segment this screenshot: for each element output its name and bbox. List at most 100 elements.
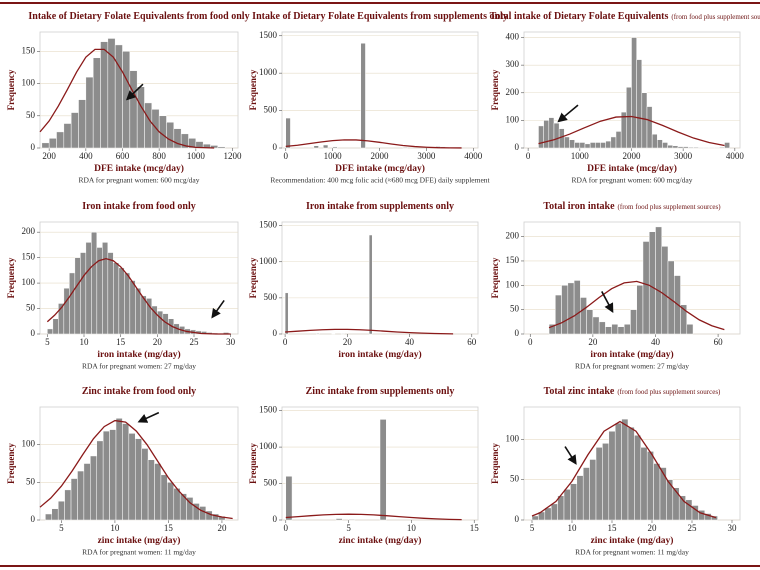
chart-title: Total intake of Dietary Folate Equivalen…: [490, 11, 760, 22]
y-tick-label: 1000: [259, 256, 278, 266]
bar: [626, 86, 632, 149]
note: RDA for pregnant women: 27 mg/day: [575, 362, 689, 371]
y-tick-label: 100: [506, 279, 520, 289]
x-tick-label: 30: [226, 337, 236, 347]
bar: [573, 280, 581, 335]
x-tick-label: 30: [728, 523, 738, 533]
bar: [96, 440, 104, 521]
y-tick-label: 1000: [259, 441, 278, 451]
bar: [77, 470, 85, 521]
arrow: [137, 411, 160, 423]
bar: [78, 99, 87, 149]
y-axis-label: Frequency: [490, 443, 500, 484]
bar: [605, 326, 612, 335]
bar: [340, 333, 345, 335]
title-text: Iron intake from food only: [82, 201, 196, 212]
bar: [617, 326, 625, 335]
x-tick-label: 1200: [224, 151, 243, 161]
panel: 0 500 1000 1500 0 20 40 60: [259, 220, 479, 347]
y-tick-label: 100: [506, 433, 520, 443]
bar: [595, 142, 601, 149]
bar: [614, 422, 622, 521]
x-tick-label: 5: [346, 523, 351, 533]
x-tick-label: 800: [152, 151, 166, 161]
x-axis-label: zinc intake (mg/day): [591, 535, 674, 546]
chart-title: Total zinc intake (from food plus supplem…: [544, 386, 721, 397]
y-tick-label: 0: [31, 328, 36, 338]
arrow: [125, 83, 144, 101]
chart-title: Zinc intake from food only: [82, 386, 196, 397]
x-tick-label: 25: [190, 337, 200, 347]
bar: [154, 463, 162, 521]
note: Recommendation: 400 mcg folic acid (≈680…: [270, 176, 490, 185]
x-tick-label: 2000: [371, 151, 390, 161]
bar: [157, 310, 164, 335]
bar: [167, 482, 175, 521]
y-axis-label: Frequency: [248, 443, 258, 484]
y-tick-label: 100: [22, 439, 36, 449]
bar: [584, 143, 591, 149]
bar: [141, 448, 149, 521]
bar: [698, 147, 705, 149]
bar: [680, 304, 688, 335]
bar: [284, 292, 289, 335]
bar: [160, 474, 168, 521]
x-tick-label: 400: [79, 151, 93, 161]
bar: [199, 506, 207, 521]
y-tick-label: 100: [22, 78, 36, 88]
x-tick-label: 10: [80, 337, 90, 347]
bar: [102, 430, 110, 521]
bar: [129, 280, 136, 335]
y-tick-label: 400: [506, 32, 520, 42]
bar: [538, 125, 544, 149]
normal-curve: [538, 115, 725, 147]
bar: [74, 257, 81, 335]
x-tick-label: 1000: [187, 151, 206, 161]
x-tick-label: 60: [714, 337, 724, 347]
title-text: Total zinc intake: [544, 386, 615, 397]
y-tick-label: 100: [22, 277, 36, 287]
bar: [576, 475, 584, 521]
normal-curve: [285, 328, 454, 335]
y-tick-label: 0: [515, 142, 520, 152]
bar: [107, 252, 114, 335]
x-tick-label: 15: [470, 523, 480, 533]
bar: [70, 112, 79, 149]
bar: [70, 478, 78, 521]
bar: [129, 70, 138, 149]
x-tick-label: 0: [284, 151, 289, 161]
bar: [713, 147, 720, 149]
bar: [52, 318, 59, 335]
x-tick-label: 40: [405, 337, 415, 347]
bar: [128, 433, 136, 521]
bar: [703, 147, 710, 149]
x-tick-label: 5: [59, 523, 64, 533]
title-text: Total iron intake: [543, 201, 615, 212]
y-axis-label: Frequency: [6, 69, 16, 110]
bar: [592, 316, 600, 335]
x-tick-label: 20: [217, 523, 227, 533]
x-axis-label: DFE intake (mcg/day): [587, 163, 677, 174]
y-tick-label: 50: [26, 303, 36, 313]
bar: [550, 503, 558, 521]
bar: [605, 140, 612, 149]
note: RDA for pregnant women: 11 mg/day: [575, 548, 689, 557]
bar: [144, 102, 153, 149]
bar: [136, 86, 145, 149]
y-tick-label: 1500: [259, 30, 278, 40]
bar: [379, 419, 387, 521]
y-tick-label: 0: [31, 142, 36, 152]
y-axis-label: Frequency: [490, 69, 500, 110]
x-tick-label: 15: [116, 337, 126, 347]
plot-frame: [281, 221, 479, 335]
bar: [83, 463, 91, 521]
bar: [653, 463, 661, 521]
normal-curve: [548, 280, 725, 331]
bar: [580, 297, 587, 335]
bar: [122, 423, 130, 521]
x-tick-label: 0: [526, 151, 531, 161]
bar: [640, 447, 648, 521]
x-axis-label: iron intake (mg/day): [97, 349, 180, 360]
bar: [627, 426, 635, 521]
bar: [719, 146, 725, 149]
